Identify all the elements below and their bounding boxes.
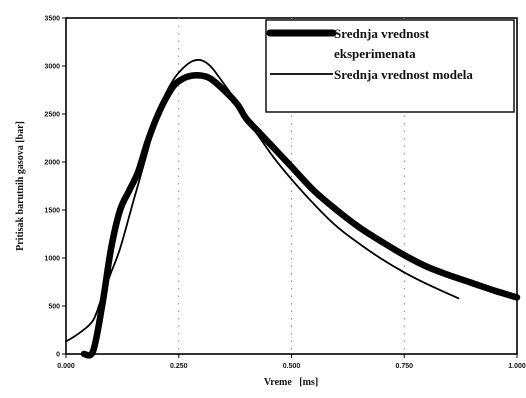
legend: Srednja vrednost eksperimenata Srednja v…	[265, 19, 515, 113]
x-axis-label: Vreme [ms]	[264, 377, 318, 388]
x-tick-label: 1.000	[508, 363, 526, 370]
y-tick-label: 500	[48, 304, 60, 311]
y-tick-label: 1000	[44, 256, 60, 263]
y-tick-label: 2000	[44, 160, 60, 167]
series-line-experiments	[80, 71, 521, 359]
y-tick-label: 0	[56, 352, 60, 359]
y-axis-label: Pritisak barutnih gasova [bar]	[15, 121, 26, 251]
y-tick-label: 3000	[44, 64, 60, 71]
legend-label-experiments-line2: eksperimenata	[334, 46, 416, 61]
series-line-model	[65, 58, 460, 343]
y-tick-label: 2500	[44, 112, 60, 119]
legend-label-model: Srednja vrednost modela	[334, 67, 473, 82]
x-tick-label: 0.250	[170, 363, 188, 370]
y-tick-label: 1500	[44, 208, 60, 215]
legend-label-experiments-line1: Srednja vrednost	[334, 26, 430, 41]
x-tick-label: 0.750	[395, 363, 413, 370]
x-tick-label: 0.500	[283, 363, 301, 370]
y-tick-label: 3500	[44, 16, 60, 23]
x-tick-label: 0.000	[57, 363, 75, 370]
